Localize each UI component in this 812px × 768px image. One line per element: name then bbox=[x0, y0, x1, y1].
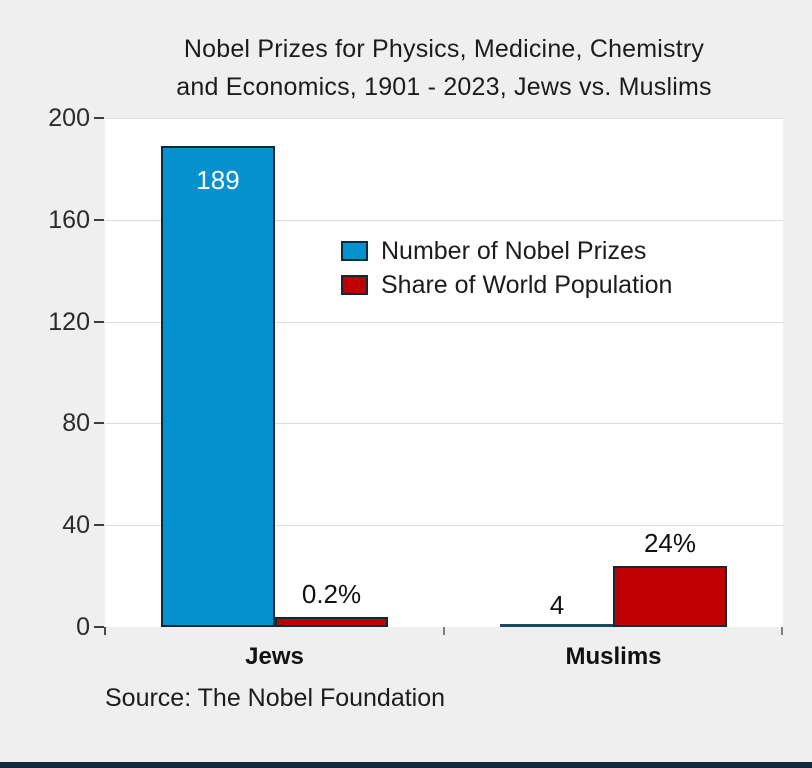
legend-label-nobel-prizes: Number of Nobel Prizes bbox=[381, 236, 647, 265]
x-axis-tick-middle bbox=[443, 627, 445, 635]
y-axis-tick-label-80: 80 bbox=[62, 409, 90, 437]
y-axis-tick-120 bbox=[94, 321, 104, 323]
y-axis-tick-160 bbox=[94, 219, 104, 221]
legend-label-population-share: Share of World Population bbox=[381, 270, 673, 299]
legend-swatch-red-icon bbox=[341, 275, 368, 295]
legend-item-nobel-prizes: Number of Nobel Prizes bbox=[341, 236, 672, 266]
chart-title-line1: Nobel Prizes for Physics, Medicine, Chem… bbox=[183, 35, 705, 63]
gridline-160 bbox=[105, 220, 783, 221]
y-axis-tick-200 bbox=[94, 117, 104, 119]
gridline-200 bbox=[105, 118, 783, 119]
legend-swatch-blue-icon bbox=[341, 241, 368, 261]
bar-muslims-nobel-prizes bbox=[500, 624, 614, 627]
bar-jews-world-population-share bbox=[275, 617, 388, 627]
x-axis-label-jews: Jews bbox=[245, 643, 304, 670]
gridline-120 bbox=[105, 322, 783, 323]
plot-area: 189 0.2% 4 24% Number of Nobel Prizes Sh… bbox=[105, 118, 783, 627]
legend: Number of Nobel Prizes Share of World Po… bbox=[341, 236, 672, 304]
footer-accent-bar bbox=[0, 762, 812, 768]
y-axis-tick-label-120: 120 bbox=[48, 308, 90, 336]
gridline-80 bbox=[105, 423, 783, 424]
y-axis-tick-0 bbox=[94, 626, 104, 628]
y-axis-tick-80 bbox=[94, 422, 104, 424]
x-axis-label-muslims: Muslims bbox=[565, 643, 662, 670]
bar-jews-nobel-prizes bbox=[161, 146, 275, 627]
gridline-40 bbox=[105, 525, 783, 526]
y-axis-tick-label-200: 200 bbox=[48, 104, 90, 132]
legend-item-population-share: Share of World Population bbox=[341, 270, 672, 300]
x-axis-tick-right bbox=[781, 627, 783, 635]
bar-value-label-muslims-population: 24% bbox=[643, 528, 697, 558]
y-axis-tick-label-160: 160 bbox=[48, 206, 90, 234]
x-axis-tick-left bbox=[104, 627, 106, 635]
chart-title: Nobel Prizes for Physics, Medicine, Chem… bbox=[105, 30, 783, 106]
source-note: Source: The Nobel Foundation bbox=[105, 684, 446, 712]
bar-muslims-world-population-share bbox=[613, 566, 727, 627]
y-axis-tick-40 bbox=[94, 524, 104, 526]
chart-title-line2: and Economics, 1901 - 2023, Jews vs. Mus… bbox=[176, 73, 712, 101]
bar-value-label-jews-nobel: 189 bbox=[196, 165, 240, 195]
bar-value-label-jews-population: 0.2% bbox=[301, 579, 362, 609]
y-axis-tick-label-0: 0 bbox=[76, 613, 90, 641]
y-axis-tick-label-40: 40 bbox=[62, 511, 90, 539]
bar-value-label-muslims-nobel: 4 bbox=[549, 590, 565, 620]
